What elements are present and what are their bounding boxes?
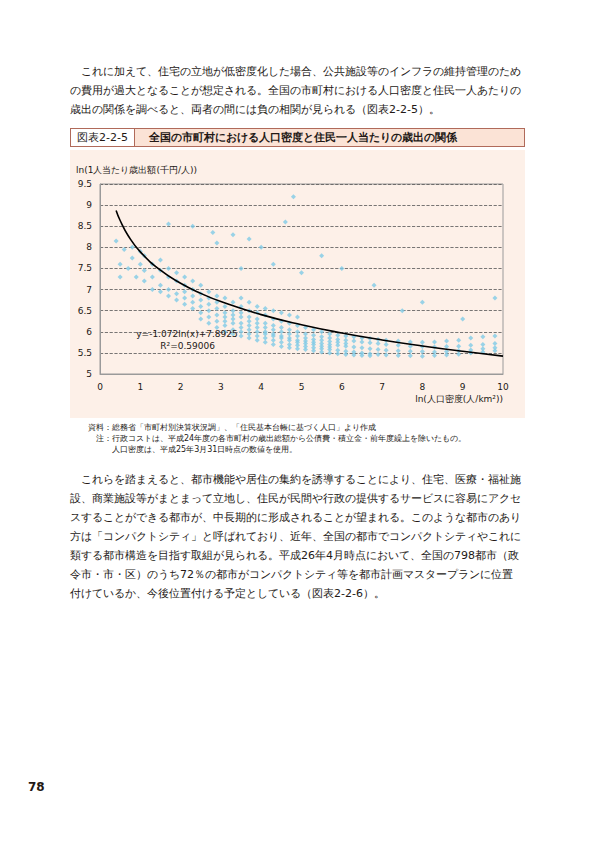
svg-text:8.5: 8.5	[78, 221, 92, 231]
html-text:全国の市町村における人口密度と住民一人当たりの歳出の関係: 全国の市町村における人口密度と住民一人当たりの歳出の関係	[149, 131, 457, 144]
svg-text:3: 3	[218, 382, 224, 392]
svg-text:7.5: 7.5	[78, 263, 92, 273]
svg-text:1: 1	[137, 382, 143, 392]
svg-text:9: 9	[86, 200, 92, 210]
html-text:の費用が過大となることが想定される。全国の市町村における人口: の費用が過大となることが想定される。全国の市町村における人口密度と住民一人あたり…	[70, 84, 521, 97]
html-text:注：行政コストは、平成24年度の各市町村の歳出総額から公債費: 注：行政コストは、平成24年度の各市町村の歳出総額から公債費・積立金・前年度繰上…	[88, 434, 467, 443]
svg-text:7: 7	[86, 285, 92, 295]
svg-text:6: 6	[339, 382, 345, 392]
svg-text:5: 5	[86, 369, 92, 379]
html-text:これらを踏まえると、都市機能や居住の集約を誘導することにより: これらを踏まえると、都市機能や居住の集約を誘導することにより、住宅、医療・福祉施	[70, 473, 521, 486]
html-text:これに加えて、住宅の立地が低密度化した場合、公共施設等のイン: これに加えて、住宅の立地が低密度化した場合、公共施設等のインフラの維持管理のため	[70, 65, 521, 78]
svg-text:ln(人口密度(人/km²)): ln(人口密度(人/km²))	[415, 394, 503, 404]
svg-text:4: 4	[258, 382, 264, 392]
html-text:図表2-2-5: 図表2-2-5	[77, 131, 128, 144]
svg-text:9.5: 9.5	[78, 179, 92, 189]
svg-text:5: 5	[299, 382, 305, 392]
svg-text:9: 9	[460, 382, 466, 392]
html-text:歳出の関係を調べると、両者の間には負の相関が見られる（図表2: 歳出の関係を調べると、両者の間には負の相関が見られる（図表2-2-5）。	[70, 103, 440, 116]
html-text:方は「コンパクトシティ」と呼ばれており、近年、全国の都市でコ: 方は「コンパクトシティ」と呼ばれており、近年、全国の都市でコンパクトシティやこれ…	[70, 530, 521, 543]
svg-text:ln(1人当たり歳出額(千円/人)): ln(1人当たり歳出額(千円/人))	[76, 165, 197, 175]
html-text:スすることができる都市が、中長期的に形成されることが望まれる: スすることができる都市が、中長期的に形成されることが望まれる。このような都市のあ…	[70, 511, 521, 524]
svg-text:2: 2	[178, 382, 184, 392]
svg-text:y=-1.072ln(x)+7.8925: y=-1.072ln(x)+7.8925	[136, 329, 237, 339]
svg-text:10: 10	[497, 382, 509, 392]
svg-text:R²=0.59006: R²=0.59006	[160, 341, 215, 351]
svg-text:6.5: 6.5	[78, 306, 92, 316]
html-text:令市・市・区）のうち72％の都市がコンパクトシティ等を都市計: 令市・市・区）のうち72％の都市がコンパクトシティ等を都市計画マスタープランに位…	[70, 568, 513, 581]
svg-text:0: 0	[97, 382, 103, 392]
svg-text:5.5: 5.5	[78, 348, 92, 358]
html-text:付けているか、今後位置付ける予定としている（図表2-2-6）: 付けているか、今後位置付ける予定としている（図表2-2-6）。	[70, 587, 385, 600]
svg-text:7: 7	[379, 382, 385, 392]
svg-text:8: 8	[86, 242, 92, 252]
html-text:資料：総務省「市町村別決算状況調」、「住民基本台帳に基づく人: 資料：総務省「市町村別決算状況調」、「住民基本台帳に基づく人口」より作成	[88, 423, 376, 432]
html-text:設、商業施設等がまとまって立地し、住民が民間や行政の提供する: 設、商業施設等がまとまって立地し、住民が民間や行政の提供するサービスに容易にアク…	[70, 492, 521, 505]
html-text:78: 78	[28, 780, 45, 794]
svg-text:6: 6	[86, 327, 92, 337]
svg-text:8: 8	[420, 382, 426, 392]
html-text:人口密度は、平成25年3月31日時点の数値を使用。: 人口密度は、平成25年3月31日時点の数値を使用。	[88, 445, 298, 454]
html-text:類する都市構造を目指す取組が見られる。平成26年4月時点にお: 類する都市構造を目指す取組が見られる。平成26年4月時点において、全国の798都…	[70, 549, 519, 562]
